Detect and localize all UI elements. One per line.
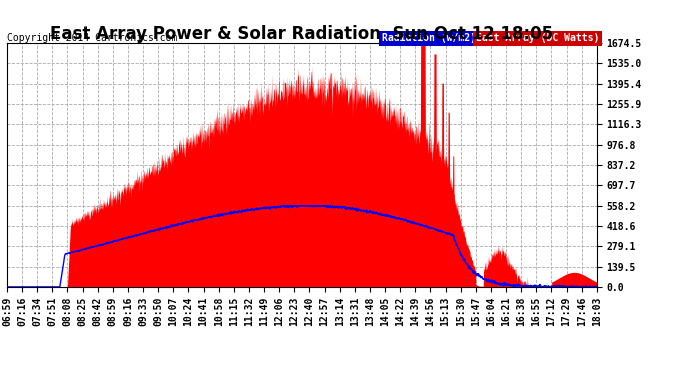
- Text: Radiation (w/m2): Radiation (w/m2): [382, 33, 475, 44]
- Text: Copyright 2014 Cartronics.com: Copyright 2014 Cartronics.com: [7, 33, 177, 44]
- Text: East Array (DC Watts): East Array (DC Watts): [476, 33, 600, 44]
- Title: East Array Power & Solar Radiation  Sun Oct 12 18:05: East Array Power & Solar Radiation Sun O…: [50, 25, 553, 43]
